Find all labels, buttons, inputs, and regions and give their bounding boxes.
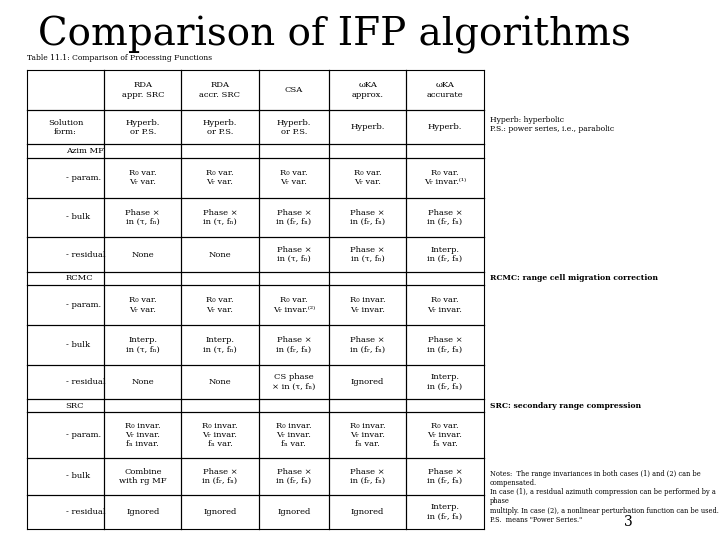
- Text: R₀ var.
Vᵣ invar.⁽²⁾: R₀ var. Vᵣ invar.⁽²⁾: [273, 296, 315, 314]
- Text: RDA
appr. SRC: RDA appr. SRC: [122, 82, 164, 99]
- Text: Ignored: Ignored: [351, 378, 384, 386]
- Text: Phase ×
in (fᵣ, fₙ): Phase × in (fᵣ, fₙ): [428, 336, 462, 353]
- Text: Phase ×
in (τ, fₙ): Phase × in (τ, fₙ): [351, 246, 385, 263]
- Text: None: None: [132, 378, 154, 386]
- Text: Hyperb.
or P.S.: Hyperb. or P.S.: [276, 119, 311, 136]
- Text: Interp.
in (τ, fₙ): Interp. in (τ, fₙ): [126, 336, 160, 353]
- Text: None: None: [209, 251, 231, 259]
- Text: Phase ×
in (fᵣ, fₙ): Phase × in (fᵣ, fₙ): [428, 209, 462, 226]
- Text: Hyperb.
or P.S.: Hyperb. or P.S.: [125, 119, 160, 136]
- Text: RDA
accr. SRC: RDA accr. SRC: [199, 82, 240, 99]
- Text: Phase ×
in (fᵣ, fₙ): Phase × in (fᵣ, fₙ): [276, 336, 311, 353]
- Text: None: None: [132, 251, 154, 259]
- Text: R₀ invar.
Vᵣ invar.
fₙ var.: R₀ invar. Vᵣ invar. fₙ var.: [276, 422, 312, 448]
- Text: Phase ×
in (fᵣ, fₙ): Phase × in (fᵣ, fₙ): [428, 468, 462, 485]
- Text: CSA: CSA: [284, 86, 303, 94]
- Text: None: None: [209, 378, 231, 386]
- Text: Phase ×
in (fᵣ, fₙ): Phase × in (fᵣ, fₙ): [276, 468, 311, 485]
- Text: R₀ var.
Vᵣ var.: R₀ var. Vᵣ var.: [206, 296, 234, 314]
- Text: Interp.
in (fᵣ, fₙ): Interp. in (fᵣ, fₙ): [428, 373, 462, 390]
- Text: Phase ×
in (τ, fₙ): Phase × in (τ, fₙ): [125, 209, 160, 226]
- Text: R₀ invar.
Vᵣ invar.
fₙ var.: R₀ invar. Vᵣ invar. fₙ var.: [202, 422, 238, 448]
- Text: Interp.
in (fᵣ, fₙ): Interp. in (fᵣ, fₙ): [428, 503, 462, 521]
- Text: - residual: - residual: [66, 378, 105, 386]
- Text: R₀ var.
Vᵣ var.: R₀ var. Vᵣ var.: [129, 296, 156, 314]
- Text: Phase ×
in (fᵣ, fₙ): Phase × in (fᵣ, fₙ): [350, 209, 385, 226]
- Text: Ignored: Ignored: [126, 508, 159, 516]
- Text: 3: 3: [624, 515, 632, 529]
- Text: Notes:  The range invariances in both cases (1) and (2) can be compensated.
In c: Notes: The range invariances in both cas…: [490, 470, 719, 524]
- Text: R₀ var.
Vᵣ invar.
fₙ var.: R₀ var. Vᵣ invar. fₙ var.: [428, 422, 462, 448]
- Text: Interp.
in (τ, fₙ): Interp. in (τ, fₙ): [203, 336, 237, 353]
- Text: - bulk: - bulk: [66, 213, 90, 221]
- Text: Hyperb.
or P.S.: Hyperb. or P.S.: [203, 119, 237, 136]
- Text: - param.: - param.: [66, 301, 101, 309]
- Text: Ignored: Ignored: [351, 508, 384, 516]
- Text: R₀ invar.
Vᵣ invar.: R₀ invar. Vᵣ invar.: [350, 296, 385, 314]
- Text: Hyperb.: Hyperb.: [428, 123, 462, 131]
- Text: - residual: - residual: [66, 508, 105, 516]
- Text: R₀ invar.
Vᵣ invar.
fₙ invar.: R₀ invar. Vᵣ invar. fₙ invar.: [125, 422, 161, 448]
- Text: Hyperb: hyperbolic
P.S.: power series, i.e., parabolic: Hyperb: hyperbolic P.S.: power series, i…: [490, 116, 614, 133]
- Text: R₀ var.
Vᵣ var.: R₀ var. Vᵣ var.: [206, 169, 234, 186]
- Text: ωKA
approx.: ωKA approx.: [351, 82, 384, 99]
- Text: Ignored: Ignored: [203, 508, 237, 516]
- Text: Phase ×
in (fᵣ, fₙ): Phase × in (fᵣ, fₙ): [202, 468, 238, 485]
- Text: R₀ var.
Vᵣ invar.: R₀ var. Vᵣ invar.: [428, 296, 462, 314]
- Text: Solution
form:: Solution form:: [48, 119, 84, 136]
- Text: - param.: - param.: [66, 174, 101, 181]
- Text: R₀ invar.
Vᵣ invar.
fₙ var.: R₀ invar. Vᵣ invar. fₙ var.: [350, 422, 385, 448]
- Text: Combine
with rg MF: Combine with rg MF: [119, 468, 166, 485]
- Text: Phase ×
in (fᵣ, fₙ): Phase × in (fᵣ, fₙ): [350, 468, 385, 485]
- Text: R₀ var.
Vᵣ var.: R₀ var. Vᵣ var.: [280, 169, 307, 186]
- Text: Azim MF: Azim MF: [66, 147, 104, 155]
- Text: Hyperb.: Hyperb.: [351, 123, 385, 131]
- Text: R₀ var.
Vᵣ invar.⁽¹⁾: R₀ var. Vᵣ invar.⁽¹⁾: [424, 169, 466, 186]
- Text: - bulk: - bulk: [66, 341, 90, 349]
- Text: SRC: SRC: [66, 402, 84, 410]
- Text: - bulk: - bulk: [66, 472, 90, 480]
- Text: RCMC: range cell migration correction: RCMC: range cell migration correction: [490, 274, 658, 282]
- Text: - param.: - param.: [66, 431, 101, 439]
- Text: R₀ var.
Vᵣ var.: R₀ var. Vᵣ var.: [354, 169, 382, 186]
- Text: SRC: secondary range compression: SRC: secondary range compression: [490, 402, 641, 410]
- Text: Phase ×
in (fᵣ, fₙ): Phase × in (fᵣ, fₙ): [350, 336, 385, 353]
- Text: Phase ×
in (fᵣ, fₙ): Phase × in (fᵣ, fₙ): [276, 209, 311, 226]
- Text: Phase ×
in (τ, fₙ): Phase × in (τ, fₙ): [276, 246, 311, 263]
- Text: Comparison of IFP algorithms: Comparison of IFP algorithms: [38, 16, 631, 54]
- Text: Interp.
in (fᵣ, fₙ): Interp. in (fᵣ, fₙ): [428, 246, 462, 263]
- Text: ωKA
accurate: ωKA accurate: [426, 82, 463, 99]
- Text: CS phase
× in (τ, fₙ): CS phase × in (τ, fₙ): [272, 373, 315, 390]
- Text: Ignored: Ignored: [277, 508, 310, 516]
- Text: Table 11.1: Comparison of Processing Functions: Table 11.1: Comparison of Processing Fun…: [27, 54, 212, 62]
- Text: R₀ var.
Vᵣ var.: R₀ var. Vᵣ var.: [129, 169, 156, 186]
- Text: RCMC: RCMC: [66, 274, 93, 282]
- Text: - residual: - residual: [66, 251, 105, 259]
- Text: Phase ×
in (τ, fₙ): Phase × in (τ, fₙ): [202, 209, 238, 226]
